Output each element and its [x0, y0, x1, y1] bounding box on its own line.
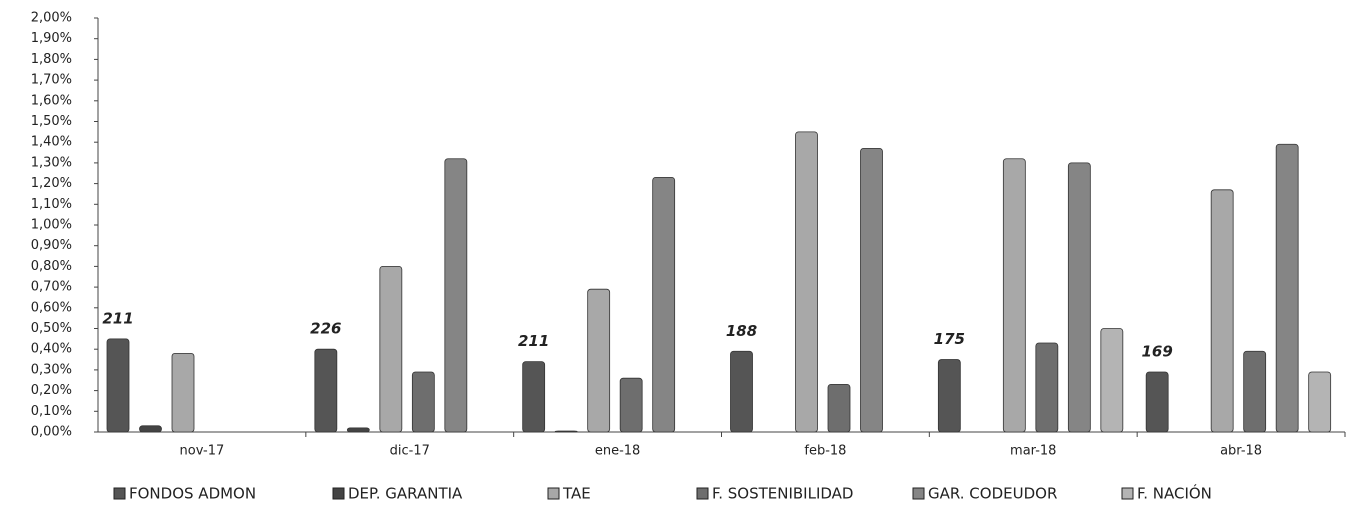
bar: [171, 352, 195, 433]
annotation: 211: [518, 332, 549, 350]
y-tick-label: 0,90%: [31, 238, 72, 253]
bar: [1275, 143, 1299, 433]
y-tick-label: 2,00%: [31, 11, 72, 26]
y-tick-label: 1,70%: [31, 73, 72, 88]
bar: [1035, 342, 1059, 433]
bar: [1100, 328, 1124, 433]
bar: [444, 158, 468, 433]
legend-swatch: [912, 487, 925, 500]
annotation: 188: [726, 322, 757, 340]
y-tick-label: 0,20%: [31, 383, 72, 398]
x-tick-label: feb-18: [804, 444, 846, 459]
bar: [314, 348, 338, 433]
bar: [795, 131, 818, 433]
x-tick-label: dic-17: [390, 444, 430, 459]
y-tick-label: 1,90%: [31, 31, 72, 46]
y-tick-label: 0,70%: [31, 280, 72, 295]
legend-swatch: [696, 487, 709, 500]
y-tick-label: 1,80%: [31, 52, 72, 67]
y-tick-label: 1,60%: [31, 93, 72, 108]
bar: [860, 148, 883, 433]
bar: [1002, 158, 1026, 433]
y-tick-label: 0,50%: [31, 321, 72, 336]
y-tick-label: 0,40%: [31, 342, 72, 357]
y-tick-label: 1,50%: [31, 114, 72, 129]
x-tick-label: ene-18: [595, 444, 640, 459]
y-tick-label: 1,00%: [31, 218, 72, 233]
annotation: 175: [934, 330, 965, 348]
y-tick-label: 0,60%: [31, 300, 72, 315]
x-tick-label: mar-18: [1010, 444, 1056, 459]
bar: [139, 425, 162, 433]
bar: [522, 361, 546, 433]
legend-label: DEP. GARANTIA: [348, 485, 463, 503]
y-tick-label: 1,40%: [31, 135, 72, 150]
legend-swatch: [332, 487, 345, 500]
y-tick-label: 0,10%: [31, 404, 72, 419]
y-tick-label: 0,30%: [31, 362, 72, 377]
bar: [411, 371, 435, 433]
y-tick-label: 1,20%: [31, 176, 72, 191]
legend-label: TAE: [562, 485, 591, 503]
legend-label: F. NACIÓN: [1137, 484, 1212, 503]
bar: [554, 430, 578, 433]
legend-label: F. SOSTENIBILIDAD: [712, 485, 853, 503]
x-tick-label: nov-17: [180, 444, 225, 459]
annotation: 169: [1142, 342, 1173, 360]
bar: [1210, 189, 1234, 433]
legend-label: GAR. CODEUDOR: [928, 485, 1057, 503]
bar: [346, 427, 370, 433]
bar: [1308, 371, 1332, 433]
y-tick-label: 1,10%: [31, 197, 72, 212]
y-tick-label: 0,80%: [31, 259, 72, 274]
annotation: 226: [310, 320, 341, 338]
legend-label: FONDOS ADMON: [129, 485, 256, 503]
bar: [619, 377, 643, 433]
bar: [587, 288, 611, 433]
legend-swatch: [113, 487, 126, 500]
bar: [1145, 371, 1169, 433]
bar: [1243, 350, 1267, 433]
bar: [937, 359, 961, 433]
y-tick-label: 1,30%: [31, 155, 72, 170]
bar: [1067, 162, 1091, 433]
bar: [379, 265, 403, 433]
bar: [730, 350, 753, 433]
bar: [827, 383, 851, 433]
legend-swatch: [547, 487, 560, 500]
y-tick-label: 0,00%: [31, 425, 72, 440]
x-tick-label: abr-18: [1220, 444, 1262, 459]
bar: [106, 338, 130, 433]
annotation: 211: [102, 309, 133, 327]
legend-swatch: [1121, 487, 1134, 500]
bar: [652, 176, 676, 433]
